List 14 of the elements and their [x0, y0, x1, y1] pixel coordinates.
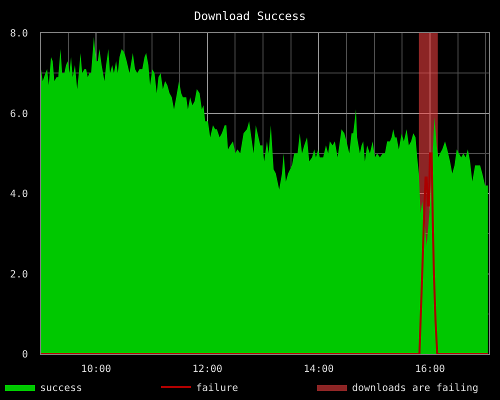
x-tick-label: 16:00 — [414, 364, 446, 375]
y-tick-label: 4.0 — [10, 189, 28, 200]
x-tick-label: 12:00 — [192, 364, 222, 375]
chart-title: Download Success — [194, 9, 306, 24]
y-tick-label: 2.0 — [10, 269, 28, 280]
x-tick-label: 14:00 — [304, 364, 334, 375]
y-tick-label: 8.0 — [10, 28, 28, 40]
line-series — [41, 152, 489, 354]
x-tick-label: 10:00 — [81, 364, 112, 375]
legend-label: failure — [196, 382, 238, 394]
y-tick-label: 0 — [22, 350, 28, 360]
legend-label: downloads are failing — [352, 382, 478, 394]
y-tick-label: 6.0 — [10, 108, 28, 120]
legend-label: success — [40, 382, 82, 394]
